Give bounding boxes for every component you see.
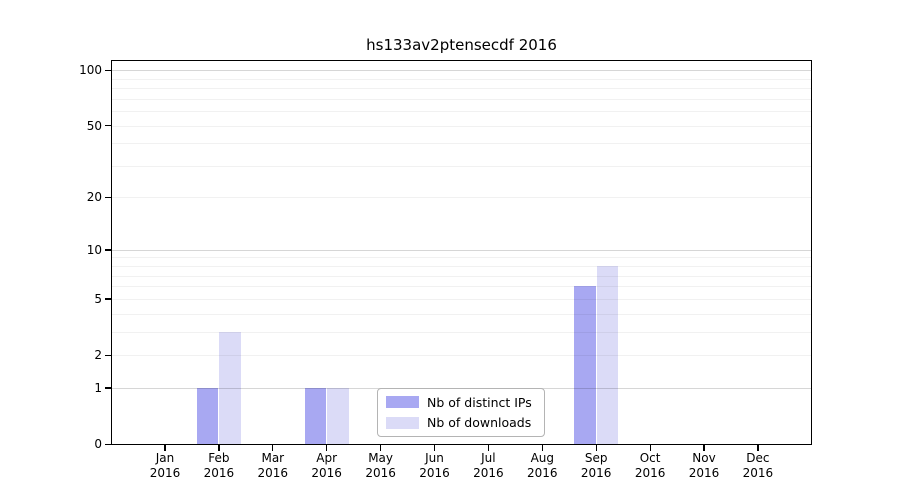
gridline-minor (112, 88, 811, 90)
gridline-minor (112, 98, 811, 100)
legend-swatch-distinct-ips (386, 396, 419, 409)
legend-swatch-downloads (386, 416, 419, 429)
gridline-minor (112, 331, 811, 333)
x-tick-label: Jan 2016 (149, 451, 181, 480)
x-tick-label: Oct 2016 (634, 451, 666, 480)
y-tick-label: 1 (94, 380, 102, 395)
gridline-minor (112, 165, 811, 167)
y-tick-label: 50 (86, 118, 102, 133)
x-tick-label: Apr 2016 (311, 451, 342, 480)
gridline-minor (112, 298, 811, 300)
x-tick-label: Jul 2016 (473, 451, 504, 480)
x-tick (164, 445, 166, 451)
plot-area (111, 60, 812, 445)
bar-apr-distinct-ips (304, 387, 327, 444)
y-tick (105, 249, 111, 251)
x-tick (541, 445, 543, 451)
x-tick (433, 445, 436, 451)
x-tick (326, 445, 328, 451)
y-tick-label: 20 (86, 190, 102, 205)
x-tick-label: Mar 2016 (257, 451, 289, 480)
y-tick (105, 354, 111, 356)
x-tick (218, 445, 220, 451)
x-tick (272, 445, 274, 451)
gridline-major (112, 70, 811, 72)
y-tick (105, 125, 111, 127)
y-tick (105, 298, 111, 300)
y-tick (105, 443, 111, 445)
x-tick (703, 445, 705, 451)
gridline-minor (112, 313, 811, 315)
x-tick-label: Feb 2016 (203, 451, 235, 480)
x-tick-label: Aug 2016 (527, 451, 558, 480)
x-tick (487, 445, 490, 451)
x-tick-label: Dec 2016 (742, 451, 774, 480)
y-tick-label: 2 (94, 348, 102, 362)
bar-apr-downloads (327, 387, 349, 444)
gridline-minor (112, 266, 811, 268)
gridline-minor (112, 125, 811, 127)
x-tick (595, 445, 597, 451)
gridline-minor (112, 111, 811, 113)
chart-title: hs133av2ptensecdf 2016 (366, 36, 557, 54)
y-tick-label: 5 (94, 291, 102, 306)
x-tick-label: Jun 2016 (419, 451, 450, 480)
gridline-minor (112, 275, 811, 277)
x-tick-label: Nov 2016 (688, 451, 720, 480)
gridline-minor (112, 78, 811, 80)
legend-item-downloads: Nb of downloads (386, 415, 544, 430)
y-tick (105, 387, 111, 389)
x-tick-label: May 2016 (365, 451, 396, 480)
legend-label-downloads: Nb of downloads (427, 415, 532, 431)
gridline-minor (112, 143, 811, 145)
x-tick (757, 445, 759, 451)
bar-feb-distinct-ips (196, 387, 219, 444)
x-tick-label: Sep 2016 (580, 451, 612, 480)
gridline-minor (112, 257, 811, 259)
gridline-minor (112, 355, 811, 356)
y-tick (105, 196, 111, 199)
x-tick (380, 445, 382, 451)
bar-sep-downloads (596, 266, 619, 444)
y-tick-label: 0 (94, 437, 102, 451)
gridline-minor (112, 286, 811, 288)
y-tick-label: 100 (79, 63, 102, 78)
bar-sep-distinct-ips (574, 286, 596, 444)
x-tick (649, 445, 651, 451)
legend-label-distinct-ips: Nb of distinct IPs (427, 394, 532, 410)
y-tick (105, 69, 111, 71)
bar-feb-downloads (219, 331, 241, 444)
legend-item-distinct-ips: Nb of distinct IPs (386, 395, 544, 410)
legend: Nb of distinct IPs Nb of downloads (377, 388, 545, 437)
gridline-minor (112, 197, 811, 199)
gridline-major (112, 249, 811, 251)
y-tick-label: 10 (86, 242, 102, 257)
